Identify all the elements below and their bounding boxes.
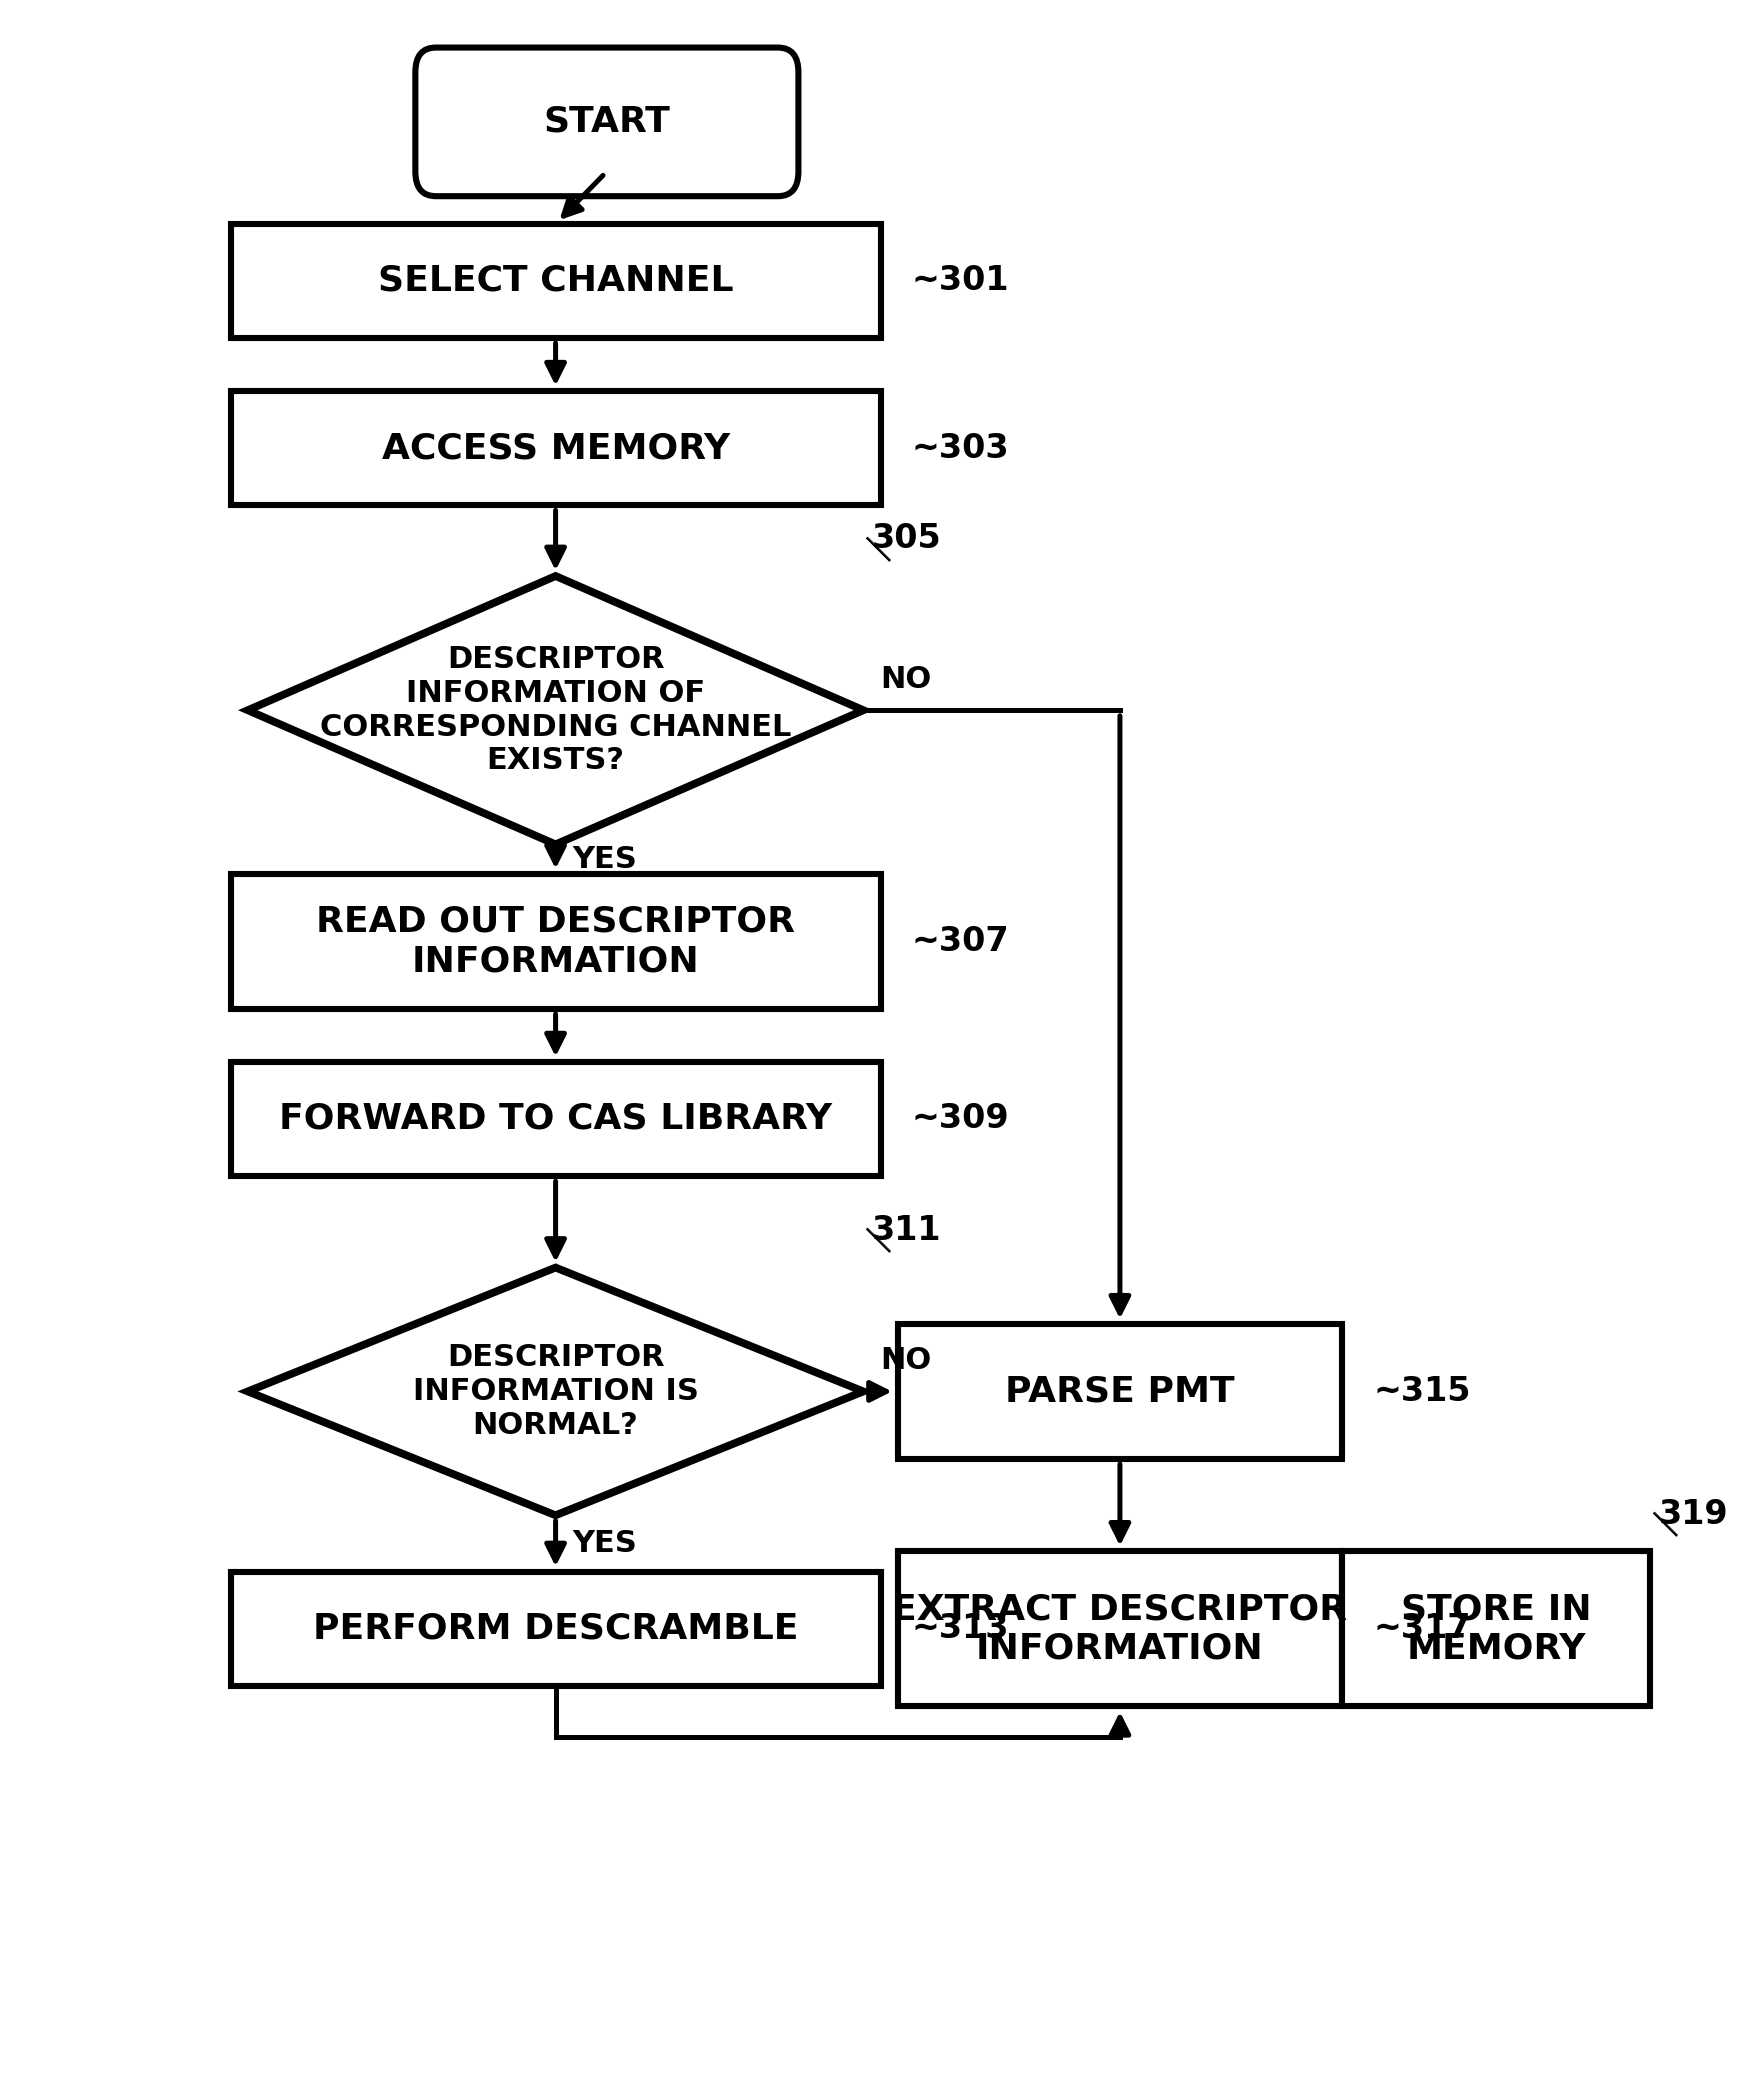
- Text: PARSE PMT: PARSE PMT: [1005, 1373, 1234, 1409]
- Text: PERFORM DESCRAMBLE: PERFORM DESCRAMBLE: [313, 1613, 797, 1646]
- Text: 311: 311: [872, 1213, 940, 1247]
- Text: ~309: ~309: [911, 1103, 1009, 1136]
- Text: ~307: ~307: [911, 924, 1009, 957]
- Text: DESCRIPTOR
INFORMATION IS
NORMAL?: DESCRIPTOR INFORMATION IS NORMAL?: [413, 1344, 697, 1440]
- Text: STORE IN
MEMORY: STORE IN MEMORY: [1400, 1592, 1591, 1665]
- Text: YES: YES: [572, 1530, 636, 1559]
- Text: 305: 305: [872, 522, 940, 556]
- Text: ~301: ~301: [911, 264, 1009, 298]
- Text: ~313: ~313: [911, 1613, 1009, 1646]
- Bar: [897, 1324, 1341, 1459]
- Text: DESCRIPTOR
INFORMATION OF
CORRESPONDING CHANNEL
EXISTS?: DESCRIPTOR INFORMATION OF CORRESPONDING …: [320, 645, 790, 774]
- Text: START: START: [544, 104, 669, 139]
- Bar: [231, 1571, 879, 1686]
- Text: EXTRACT DESCRIPTOR
INFORMATION: EXTRACT DESCRIPTOR INFORMATION: [891, 1592, 1346, 1665]
- Bar: [231, 1061, 879, 1176]
- Bar: [231, 874, 879, 1009]
- Text: NO: NO: [879, 1346, 932, 1376]
- Bar: [1341, 1552, 1648, 1706]
- FancyBboxPatch shape: [414, 48, 799, 196]
- Text: ~303: ~303: [911, 431, 1009, 464]
- Text: ―: ―: [1641, 1500, 1687, 1548]
- Text: ACCESS MEMORY: ACCESS MEMORY: [381, 431, 729, 464]
- Bar: [231, 225, 879, 337]
- Text: YES: YES: [572, 845, 636, 874]
- Text: NO: NO: [879, 664, 932, 693]
- Text: SELECT CHANNEL: SELECT CHANNEL: [378, 264, 732, 298]
- Text: READ OUT DESCRIPTOR
INFORMATION: READ OUT DESCRIPTOR INFORMATION: [316, 905, 795, 978]
- Bar: [897, 1552, 1341, 1706]
- Text: ―: ―: [855, 1217, 902, 1263]
- Text: FORWARD TO CAS LIBRARY: FORWARD TO CAS LIBRARY: [280, 1103, 832, 1136]
- Text: 319: 319: [1657, 1498, 1727, 1532]
- Text: ~317: ~317: [1372, 1613, 1470, 1646]
- Text: ―: ―: [855, 524, 902, 572]
- Bar: [231, 391, 879, 506]
- Polygon shape: [248, 576, 864, 845]
- Text: ~315: ~315: [1372, 1376, 1470, 1409]
- Polygon shape: [248, 1267, 864, 1515]
